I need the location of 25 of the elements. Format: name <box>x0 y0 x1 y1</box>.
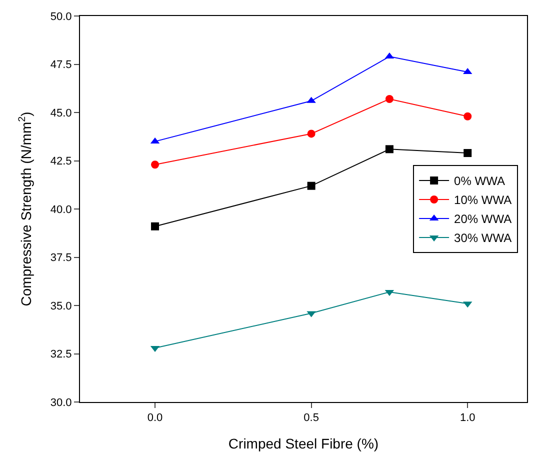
x-axis-title: Crimped Steel Fibre (%) <box>228 436 379 452</box>
y-tick-label: 45.0 <box>50 107 72 120</box>
y-tick-label: 32.5 <box>50 348 72 361</box>
point <box>307 182 316 190</box>
point <box>385 94 394 103</box>
y-tick-label: 40.0 <box>50 204 72 216</box>
legend-label: 0% WWA <box>454 174 505 188</box>
point <box>464 149 472 158</box>
point <box>464 112 472 120</box>
point <box>385 145 394 154</box>
y-tick-label: 37.5 <box>50 252 72 264</box>
point <box>151 160 160 169</box>
y-tick-label: 35.0 <box>50 300 72 312</box>
point <box>151 222 160 230</box>
x-tick-label: 0.5 <box>304 412 319 424</box>
y-tick-label: 47.5 <box>50 59 72 72</box>
legend-label: 10% WWA <box>454 193 512 208</box>
x-tick-label: 1.0 <box>460 412 476 424</box>
legend-label: 30% WWA <box>454 231 512 246</box>
x-tick-label: 0.0 <box>147 412 163 424</box>
y-tick-label: 50.0 <box>50 10 72 23</box>
point <box>307 130 316 138</box>
y-tick-label: 30.0 <box>50 396 72 409</box>
y-tick-label: 42.5 <box>50 156 72 168</box>
legend-label: 20% WWA <box>454 212 512 226</box>
